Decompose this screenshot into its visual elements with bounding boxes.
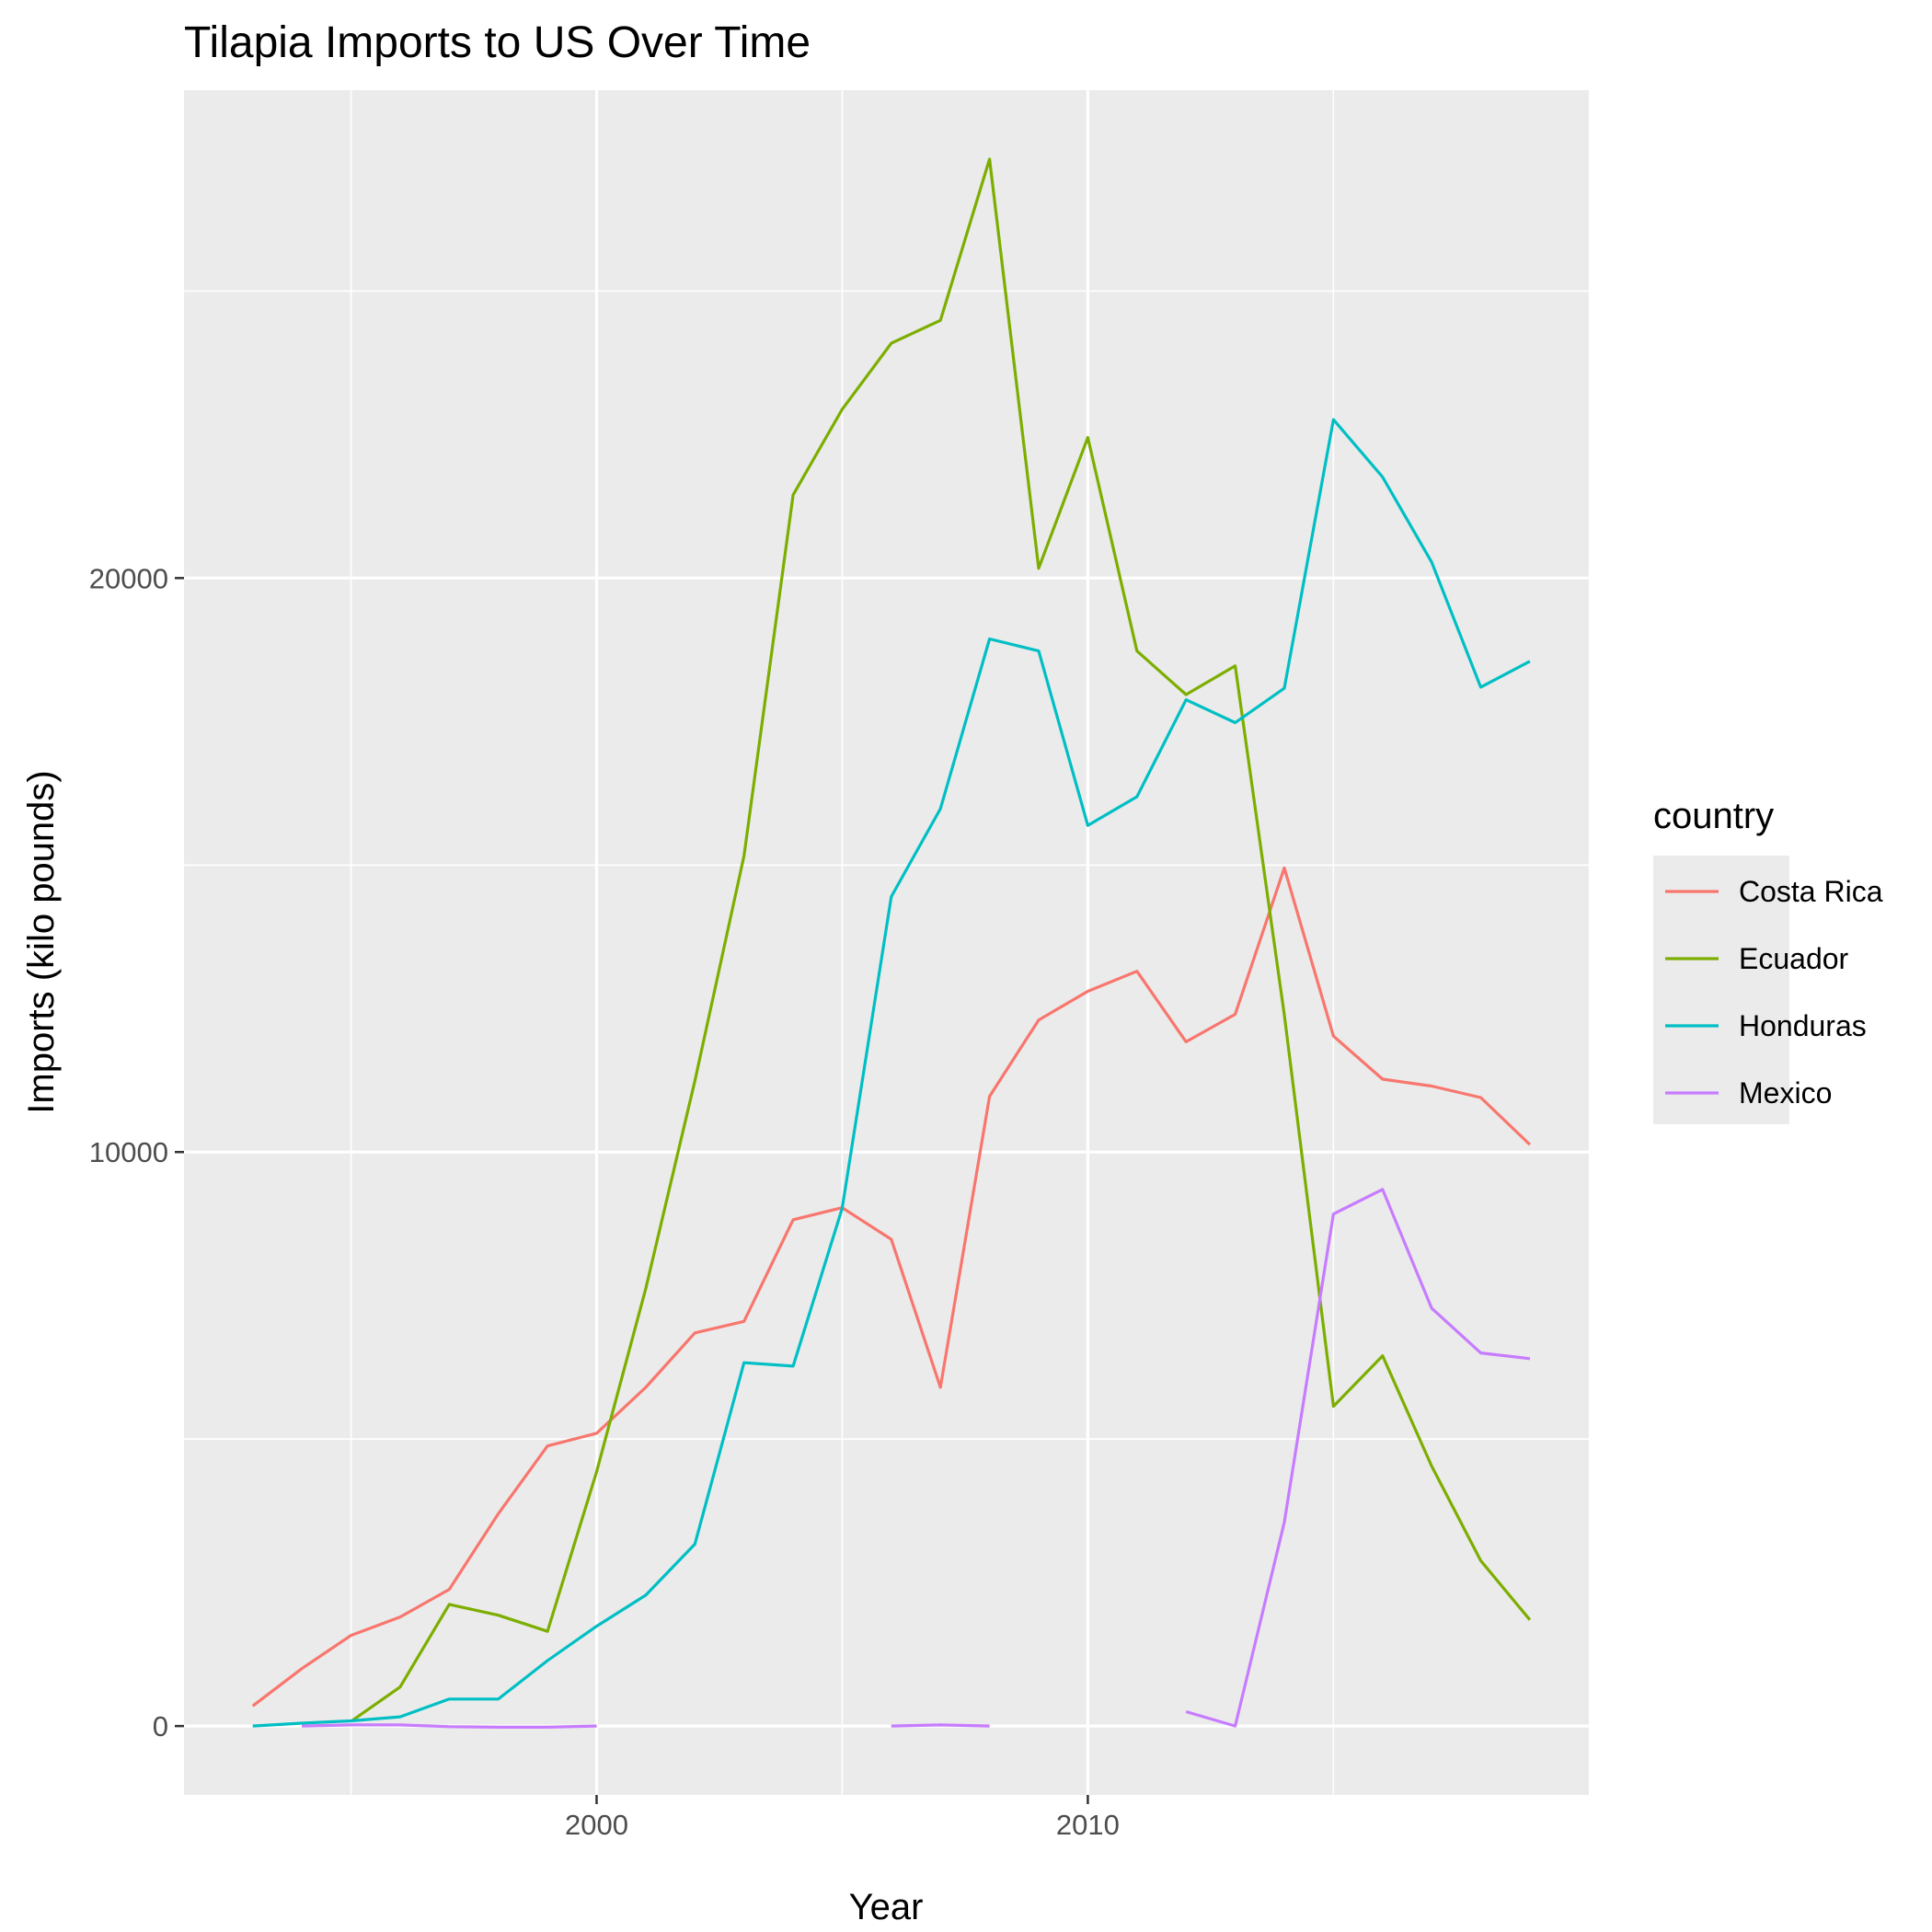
grid-major <box>184 90 1589 1795</box>
legend-label-honduras: Honduras <box>1739 1009 1867 1042</box>
legend-items: Costa Rica Ecuador Honduras Mexico <box>1665 875 1883 1110</box>
series-line-honduras <box>252 418 1531 1728</box>
series-line-mexico <box>302 1723 597 1729</box>
grid-minor <box>184 90 1589 1795</box>
series-line-ecuador <box>350 157 1532 1723</box>
y-tick-label: 10000 <box>89 1136 168 1168</box>
legend-label-ecuador: Ecuador <box>1739 942 1849 975</box>
legend: country Costa Rica Ecuador Honduras Mexico <box>1653 796 1883 1124</box>
legend-title: country <box>1653 796 1774 836</box>
series-line-costa-rica <box>251 866 1532 1708</box>
x-tick-label: 2000 <box>565 1809 628 1841</box>
y-axis-title: Imports (kilo pounds) <box>21 770 62 1113</box>
y-tick-label: 0 <box>153 1710 168 1742</box>
legend-label-costa-rica: Costa Rica <box>1739 875 1883 908</box>
series-layer <box>251 157 1532 1729</box>
tick-labels: 2000 2010 0 10000 20000 <box>89 562 1120 1841</box>
y-tick-label: 20000 <box>89 562 168 594</box>
legend-key-background <box>1653 856 1789 1124</box>
series-line-mexico <box>1185 1188 1531 1728</box>
plot-panel <box>184 90 1589 1795</box>
axis-ticks <box>175 577 1089 1804</box>
x-tick-label: 2010 <box>1056 1809 1120 1841</box>
chart-title: Tilapia Imports to US Over Time <box>184 18 811 67</box>
x-axis-title: Year <box>849 1887 924 1927</box>
series-line-mexico <box>891 1723 990 1728</box>
legend-label-mexico: Mexico <box>1739 1076 1832 1110</box>
